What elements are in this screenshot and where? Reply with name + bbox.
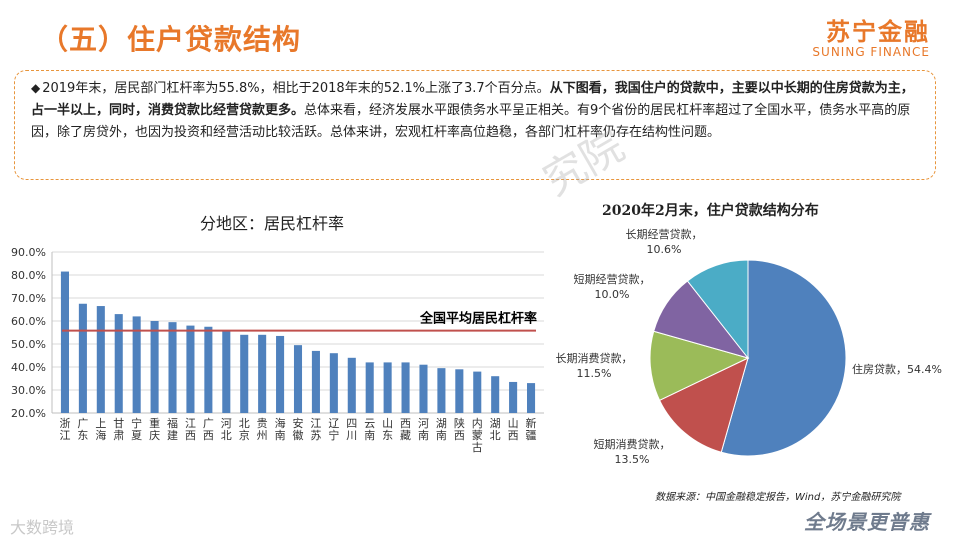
x-tick-label: 河南	[418, 417, 429, 442]
pie-chart-title: 2020年2月末，住户贷款结构分布	[602, 203, 819, 219]
pie-slice-label: 短期经营贷款， 10.0%	[574, 272, 651, 301]
pie-slice-label: 住房贷款，54.4%	[852, 362, 942, 376]
y-tick-label: 20.0%	[11, 407, 46, 420]
pie-slice-label: 长期经营贷款， 10.6%	[626, 227, 703, 256]
bar-27	[527, 383, 536, 413]
x-tick-label: 重庆	[149, 416, 160, 442]
bar-7	[168, 322, 177, 413]
y-tick-label: 30.0%	[11, 384, 46, 397]
x-tick-label: 广东	[77, 417, 88, 442]
y-tick-label: 70.0%	[11, 292, 46, 305]
bar-24	[473, 371, 482, 413]
x-tick-label: 云南	[364, 417, 375, 442]
x-tick-label: 贵州	[257, 417, 268, 442]
summary-box: ◆ 2019年末，居民部门杠杆率为55.8%，相比于2018年末的52.1%上涨了…	[14, 70, 936, 180]
x-tick-label: 福建	[167, 416, 178, 442]
x-tick-label: 湖北	[490, 417, 501, 442]
pie-slice-3	[649, 330, 750, 401]
y-tick-label: 90.0%	[11, 246, 46, 259]
footer-watermark-left: 大数跨境	[10, 518, 75, 537]
x-tick-label: 内蒙古	[472, 416, 483, 454]
x-tick-label: 新疆	[526, 416, 537, 442]
summary-text-1: 2019年末，居民部门杠杆率为55.8%，相比于2018年末的52.1%上涨了3…	[42, 81, 550, 96]
bar-17	[347, 357, 356, 413]
diamond-bullet-icon: ◆	[31, 81, 41, 95]
x-tick-label: 江苏	[310, 417, 321, 442]
x-tick-label: 山东	[382, 417, 393, 442]
y-tick-label: 50.0%	[11, 338, 46, 351]
y-tick-label: 60.0%	[11, 315, 46, 328]
pie-slice-label: 长期消费贷款， 11.5%	[556, 351, 633, 380]
x-tick-label: 四川	[346, 417, 357, 442]
pie-slice-2	[658, 357, 749, 453]
x-tick-label: 宁夏	[131, 416, 142, 442]
bar-3	[96, 306, 105, 413]
reference-line-label: 全国平均居民杠杆率	[419, 311, 537, 327]
footer-slogan: 全场景更普惠	[804, 510, 930, 534]
bar-5	[132, 316, 141, 413]
x-tick-label: 甘肃	[113, 417, 124, 442]
bar-21	[419, 364, 428, 413]
x-tick-label: 安徽	[293, 416, 304, 442]
pie-slice-1	[720, 259, 847, 457]
page-title: （五）住户贷款结构	[40, 23, 302, 56]
bar-2	[78, 303, 87, 413]
bar-19	[383, 362, 392, 413]
x-tick-label: 河北	[221, 417, 232, 442]
x-tick-label: 山西	[508, 417, 519, 442]
summary-text-bold: 从下图看，我国住户的贷款中，主要以中长期的住房贷款为主，占一半以上，同时，消费贷…	[31, 81, 914, 118]
summary-text-3: 总体来看，经济发展水平跟债务水平呈正相关。有9个省份的居民杠杆率超过了全国水平，…	[31, 103, 911, 140]
bar-11	[240, 334, 249, 413]
bar-8	[186, 325, 195, 413]
bar-20	[401, 362, 410, 413]
bar-23	[455, 369, 464, 413]
bar-25	[491, 376, 500, 413]
logo-cn-text: 苏宁金融	[826, 18, 930, 46]
bar-16	[329, 353, 338, 413]
bar-22	[437, 368, 446, 413]
bar-9	[204, 326, 213, 413]
bar-13	[276, 335, 285, 413]
x-tick-label: 海南	[275, 416, 286, 442]
logo-en-text: SUNING FINANCE	[812, 45, 930, 59]
bar-1	[60, 271, 69, 413]
pie-slice-label: 短期消费贷款， 13.5%	[594, 437, 671, 466]
y-tick-label: 80.0%	[11, 269, 46, 282]
brand-logo: 苏宁金融 SUNING FINANCE	[812, 12, 930, 59]
data-source: 数据来源：中国金融稳定报告，Wind，苏宁金融研究院	[655, 492, 901, 503]
bar-15	[311, 350, 320, 413]
bar-12	[258, 334, 267, 413]
x-tick-label: 上海	[95, 417, 106, 442]
pie-slice-5	[686, 259, 749, 360]
y-tick-label: 40.0%	[11, 361, 46, 374]
x-tick-label: 辽宁	[328, 417, 339, 442]
x-tick-label: 浙江	[59, 417, 70, 442]
x-tick-label: 广西	[203, 417, 214, 442]
x-tick-label: 湖南	[436, 417, 447, 442]
x-tick-label: 江西	[185, 417, 196, 442]
x-tick-label: 陕西	[454, 416, 465, 442]
bar-6	[150, 321, 159, 413]
bar-4	[114, 314, 123, 413]
bar-26	[509, 381, 518, 413]
bar-10	[222, 331, 231, 413]
x-tick-label: 北京	[239, 417, 250, 442]
bar-18	[365, 362, 374, 413]
bar-14	[293, 345, 303, 413]
x-tick-label: 西藏	[400, 417, 411, 442]
bar-chart-title: 分地区：居民杠杆率	[200, 214, 345, 233]
